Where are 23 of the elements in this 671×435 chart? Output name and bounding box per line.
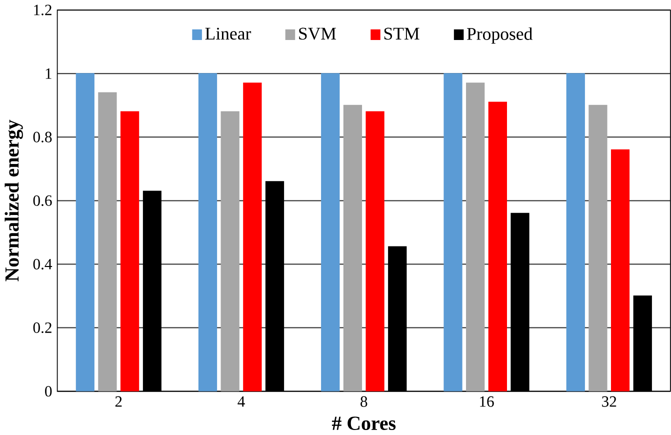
y-tick-label: 0.4 <box>33 259 52 270</box>
legend-label: STM <box>384 28 420 40</box>
bar <box>566 73 585 392</box>
x-tick-label: 16 <box>480 396 494 407</box>
legend-label: Linear <box>205 28 252 40</box>
y-tick-label: 0.2 <box>33 322 52 334</box>
x-tick-label: 2 <box>115 396 122 407</box>
y-tick-label: 0.6 <box>33 195 52 206</box>
y-tick-label: 0 <box>45 386 52 397</box>
bar <box>444 73 462 392</box>
bar <box>198 73 218 392</box>
y-tick-label: 1 <box>46 68 52 79</box>
bar <box>76 73 94 392</box>
x-tick-label: 32 <box>602 396 616 407</box>
x-tick-label: 8 <box>360 396 368 407</box>
legend-label: Proposed <box>467 28 532 44</box>
x-axis-title: # Cores <box>332 416 396 430</box>
y-tick-label: 1.2 <box>34 4 52 16</box>
legend-label: SVM <box>299 28 336 40</box>
y-tick-label: 0.8 <box>33 132 52 143</box>
x-tick-label: 4 <box>238 396 245 407</box>
y-axis-title: Normalized energy <box>4 120 23 282</box>
bar <box>321 73 340 392</box>
